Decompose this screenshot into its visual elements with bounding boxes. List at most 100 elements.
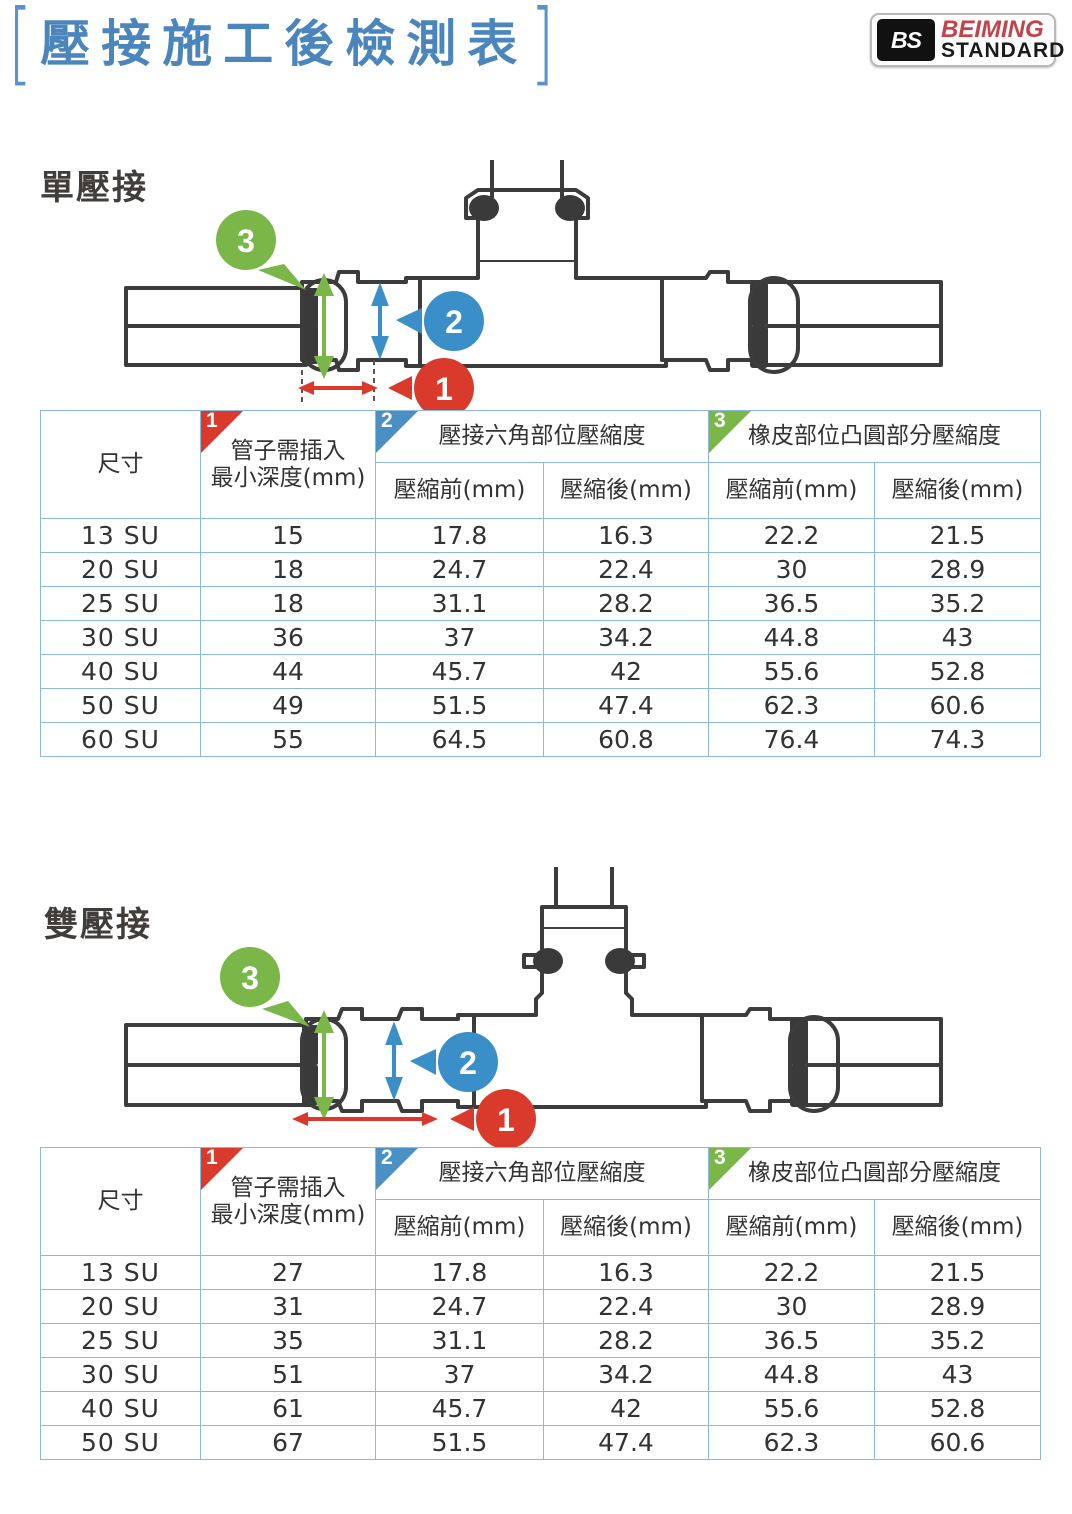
cell-hex-after: 22.4 [543,1289,709,1324]
brand-logo: BS BEIMING STANDARD [870,13,1064,67]
cell-hex-after: 60.8 [543,722,709,757]
flag-triangle-2 [376,411,418,453]
cell-rub-before: 44.8 [708,620,875,655]
cell-depth: 44 [200,654,376,689]
table-row: 40 SU 44 45.7 42 55.6 52.8 [40,654,1041,689]
section-title-single: 單壓接 [40,168,148,208]
callout-2: 2 [396,291,484,351]
measure-arrow-3 [313,1010,335,1120]
cell-size: 40 SU [40,1391,201,1426]
cell-rub-after: 28.9 [874,552,1041,587]
cell-depth: 35 [200,1323,376,1358]
cell-hex-before: 64.5 [375,722,544,757]
cell-hex-before: 45.7 [375,1391,544,1426]
gasket-seal [302,195,768,368]
logo-brand-sub: STANDARD [941,39,1066,63]
flag-triangle-2 [376,1148,418,1190]
cell-rub-before: 44.8 [708,1357,875,1392]
title-block: [ 壓接施工後檢測表 ] [8,0,554,87]
callout-label-1: 1 [435,371,453,407]
table-header-row-2: 壓縮前(mm) 壓縮後(mm) 壓縮前(mm) 壓縮後(mm) [41,1198,1041,1257]
table-wrap-double: 尺寸 1 管子需插入 最小深度(mm) 2 壓接六角部位壓縮度 3 [0,1147,1072,1460]
cell-hex-before: 31.1 [375,1323,544,1358]
callout-2: 2 [410,1032,498,1092]
table-wrap-single: 尺寸 1 管子需插入 最小深度(mm) 2 壓接六角部位壓縮度 3 [0,410,1072,757]
cell-rub-after: 52.8 [874,654,1041,689]
cell-hex-after: 28.2 [543,586,709,621]
figure-double-crimp: 3 2 1 [0,867,1072,1147]
cell-hex-after: 42 [543,1391,709,1426]
cell-hex-before: 31.1 [375,586,544,621]
cell-depth: 67 [200,1425,376,1460]
col-header-rub-before: 壓縮前(mm) [708,1198,875,1257]
measure-arrow-1 [298,360,378,404]
cell-size: 20 SU [40,552,201,587]
cell-size: 50 SU [40,688,201,723]
logo-mark-bs: BS [877,19,935,61]
bracket-right-icon: ] [530,0,555,96]
col-group-header-rubber: 3 橡皮部位凸圓部分壓縮度 [708,1146,1041,1200]
measure-arrow-3 [313,273,335,379]
cell-hex-after: 34.2 [543,620,709,655]
cell-hex-before: 51.5 [375,1425,544,1460]
cell-hex-after: 47.4 [543,688,709,723]
cell-size: 13 SU [40,1255,201,1290]
cell-hex-after: 42 [543,654,709,689]
col-header-size: 尺寸 [40,410,201,519]
callout-1: 1 [450,1089,536,1147]
flag-triangle-3 [709,411,751,453]
cell-depth: 15 [200,518,376,553]
col-header-depth-line2: 最小深度(mm) [210,464,366,491]
cell-hex-after: 16.3 [543,518,709,553]
flag-number-2: 2 [381,409,393,432]
table-row: 50 SU 67 51.5 47.4 62.3 60.6 [40,1425,1041,1460]
cell-depth: 31 [200,1289,376,1324]
col-group-header-rubber-label: 橡皮部位凸圓部分壓縮度 [748,423,1001,450]
cell-rub-before: 55.6 [708,654,875,689]
callout-bubble-1 [476,1089,536,1147]
spec-table-single-body: 13 SU 15 17.8 16.3 22.2 21.5 20 SU 18 24.7 22.4 3… [40,518,1041,757]
col-group-header-hex: 2 壓接六角部位壓縮度 [375,409,709,463]
cell-rub-before: 22.2 [708,1255,875,1290]
callout-bubble-2 [424,291,484,351]
flag-number-3: 3 [714,1146,726,1169]
cell-rub-after: 43 [874,1357,1041,1392]
gasket-seal [302,948,808,1107]
measure-arrow-2 [385,1021,403,1101]
col-header-hex-after: 壓縮後(mm) [543,1198,709,1257]
col-header-depth-line2: 最小深度(mm) [210,1201,366,1228]
pipe-fitting-diagram-single: 3 2 1 [124,160,943,410]
spec-table-single: 尺寸 1 管子需插入 最小深度(mm) 2 壓接六角部位壓縮度 3 [40,410,1041,757]
cell-size: 25 SU [40,1323,201,1358]
col-header-rub-before: 壓縮前(mm) [708,461,875,520]
cell-rub-before: 22.2 [708,518,875,553]
cell-hex-after: 34.2 [543,1357,709,1392]
callout-label-2: 2 [445,304,463,340]
cell-size: 25 SU [40,586,201,621]
flag-number-1: 1 [206,409,218,432]
table-row: 30 SU 51 37 34.2 44.8 43 [40,1357,1041,1392]
spec-table-double: 尺寸 1 管子需插入 最小深度(mm) 2 壓接六角部位壓縮度 3 [40,1147,1041,1460]
page-title: 壓接施工後檢測表 [40,15,529,73]
cell-rub-after: 21.5 [874,1255,1041,1290]
cell-rub-after: 43 [874,620,1041,655]
cell-rub-before: 36.5 [708,1323,875,1358]
col-header-rub-after: 壓縮後(mm) [874,461,1041,520]
cell-depth: 61 [200,1391,376,1426]
cell-depth: 51 [200,1357,376,1392]
table-header-row-1: 尺寸 1 管子需插入 最小深度(mm) 2 壓接六角部位壓縮度 3 [40,409,1041,519]
cell-hex-before: 17.8 [375,1255,544,1290]
col-group-header-rubber-label: 橡皮部位凸圓部分壓縮度 [748,1160,1001,1187]
logo-wordmark: BEIMING STANDARD [941,18,1065,62]
table-row: 20 SU 18 24.7 22.4 30 28.9 [40,552,1041,587]
table-header-row-1: 尺寸 1 管子需插入 最小深度(mm) 2 壓接六角部位壓縮度 3 [40,1146,1041,1256]
cell-hex-before: 37 [375,1357,544,1392]
col-group-header-rubber: 3 橡皮部位凸圓部分壓縮度 [708,410,1041,463]
cell-rub-before: 30 [708,1289,875,1324]
col-header-rub-after: 壓縮後(mm) [874,1198,1041,1257]
cell-hex-after: 47.4 [543,1425,709,1460]
callout-label-1: 1 [497,1102,515,1138]
cell-rub-after: 28.9 [874,1289,1041,1324]
cell-depth: 18 [200,586,376,621]
bracket-left-icon: [ [8,0,33,96]
